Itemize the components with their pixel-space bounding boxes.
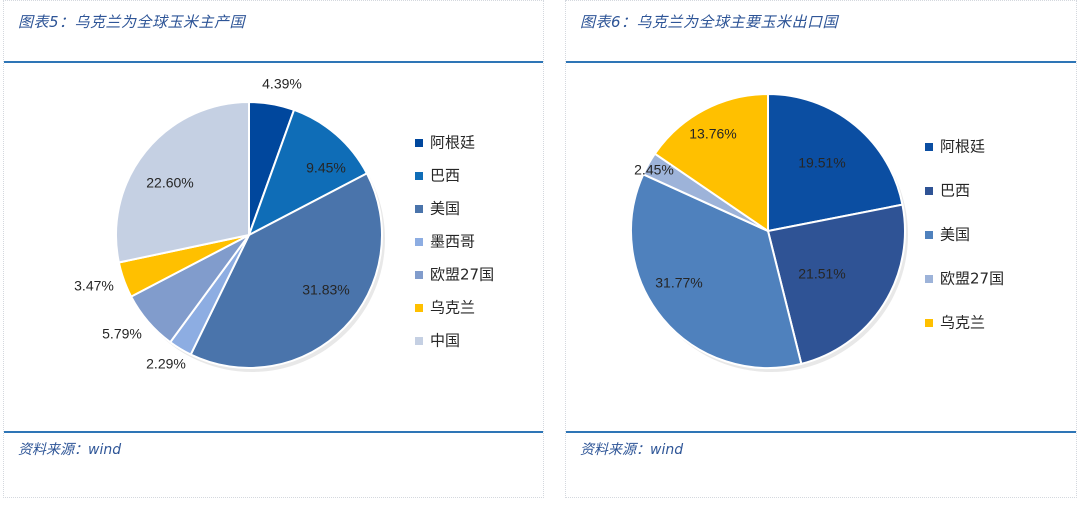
- slice-label: 2.29%: [146, 356, 186, 372]
- title-divider: [4, 61, 543, 63]
- pie-slice: [653, 92, 769, 233]
- pie-slice: [766, 203, 906, 366]
- legend-swatch: [925, 231, 933, 239]
- legend-swatch: [415, 205, 423, 213]
- legend-label: 阿根廷: [430, 134, 475, 152]
- slice-label: 2.45%: [634, 162, 674, 178]
- slice-label: 13.76%: [689, 126, 736, 142]
- slice-label: 9.45%: [306, 160, 346, 176]
- figure-title: 图表6：乌克兰为全球主要玉米出口国: [580, 13, 839, 31]
- slice-label: 19.51%: [798, 155, 845, 171]
- legend-label: 巴西: [430, 167, 460, 185]
- slice-label: 31.77%: [655, 275, 702, 291]
- pie-slice: [767, 92, 904, 233]
- legend-label: 中国: [430, 332, 460, 350]
- legend-swatch: [415, 172, 423, 180]
- legend-label: 美国: [940, 226, 970, 244]
- pie-slice: [630, 173, 803, 369]
- slice-label: 22.60%: [146, 175, 193, 191]
- legend-label: 巴西: [940, 182, 970, 200]
- legend-label: 美国: [430, 200, 460, 218]
- source-divider: [566, 431, 1076, 433]
- slice-label: 5.79%: [102, 326, 142, 342]
- legend-swatch: [415, 139, 423, 147]
- pie-slice: [247, 108, 369, 238]
- legend-label: 阿根廷: [940, 138, 985, 156]
- legend-swatch: [415, 337, 423, 345]
- legend-label: 乌克兰: [940, 314, 985, 332]
- slice-label: 4.39%: [262, 76, 302, 92]
- legend-swatch: [415, 238, 423, 246]
- figure-panel-production: 图表5：乌克兰为全球玉米主产国 4.39% 阿根廷 9.45% 巴西 31.83% 美国 2…: [3, 0, 544, 498]
- legend-label: 欧盟27国: [430, 266, 494, 284]
- source-note: 资料来源：wind: [580, 442, 684, 458]
- pie-chart-production: 4.39% 阿根廷 9.45% 巴西 31.83% 美国 2.29% 墨西哥 5.79% 欧盟27…: [74, 76, 494, 372]
- title-divider: [566, 61, 1076, 63]
- slice-label: 21.51%: [798, 266, 845, 282]
- legend-label: 墨西哥: [430, 233, 475, 251]
- legend-swatch: [925, 275, 933, 283]
- legend-label: 欧盟27国: [940, 270, 1004, 288]
- pie-slice: [115, 100, 250, 264]
- slice-label: 3.47%: [74, 278, 114, 294]
- figure-panel-exports: 图表6：乌克兰为全球主要玉米出口国 19.51% 阿根廷 21.51% 巴西 31.77…: [565, 0, 1077, 498]
- pie-slice: [189, 172, 383, 369]
- legend-swatch: [415, 304, 423, 312]
- legend-swatch: [415, 271, 423, 279]
- legend-swatch: [925, 319, 933, 327]
- legend-label: 乌克兰: [430, 299, 475, 317]
- slice-label: 31.83%: [302, 282, 349, 298]
- legend-swatch: [925, 187, 933, 195]
- pie-chart-exports: 19.51% 阿根廷 21.51% 巴西 31.77% 美国 2.45% 欧盟27国 13.76…: [630, 92, 1004, 372]
- figure-title: 图表5：乌克兰为全球玉米主产国: [18, 13, 246, 31]
- legend-swatch: [925, 143, 933, 151]
- source-note: 资料来源：wind: [18, 442, 122, 458]
- source-divider: [4, 431, 543, 433]
